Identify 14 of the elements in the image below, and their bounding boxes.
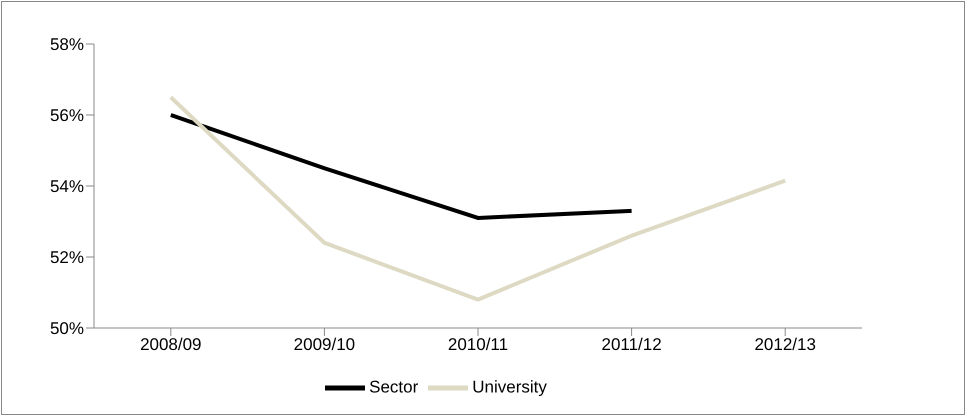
y-tick-label: 52% xyxy=(50,248,84,268)
x-tick-label: 2012/13 xyxy=(754,335,816,354)
x-tick-label: 2009/10 xyxy=(294,335,356,354)
y-tick-label: 54% xyxy=(50,177,84,196)
legend-label: Sector xyxy=(369,377,418,396)
x-tick-label: 2010/11 xyxy=(448,335,508,354)
line-series xyxy=(168,113,634,220)
y-tick-label: 50% xyxy=(50,319,84,338)
y-tick-label: 58% xyxy=(50,35,84,54)
line-series xyxy=(168,95,788,302)
x-tick-label: 2011/12 xyxy=(602,335,662,354)
legend-label: University xyxy=(472,377,547,396)
x-tick-label: 2008/09 xyxy=(140,335,202,354)
y-tick-label: 56% xyxy=(50,106,84,126)
